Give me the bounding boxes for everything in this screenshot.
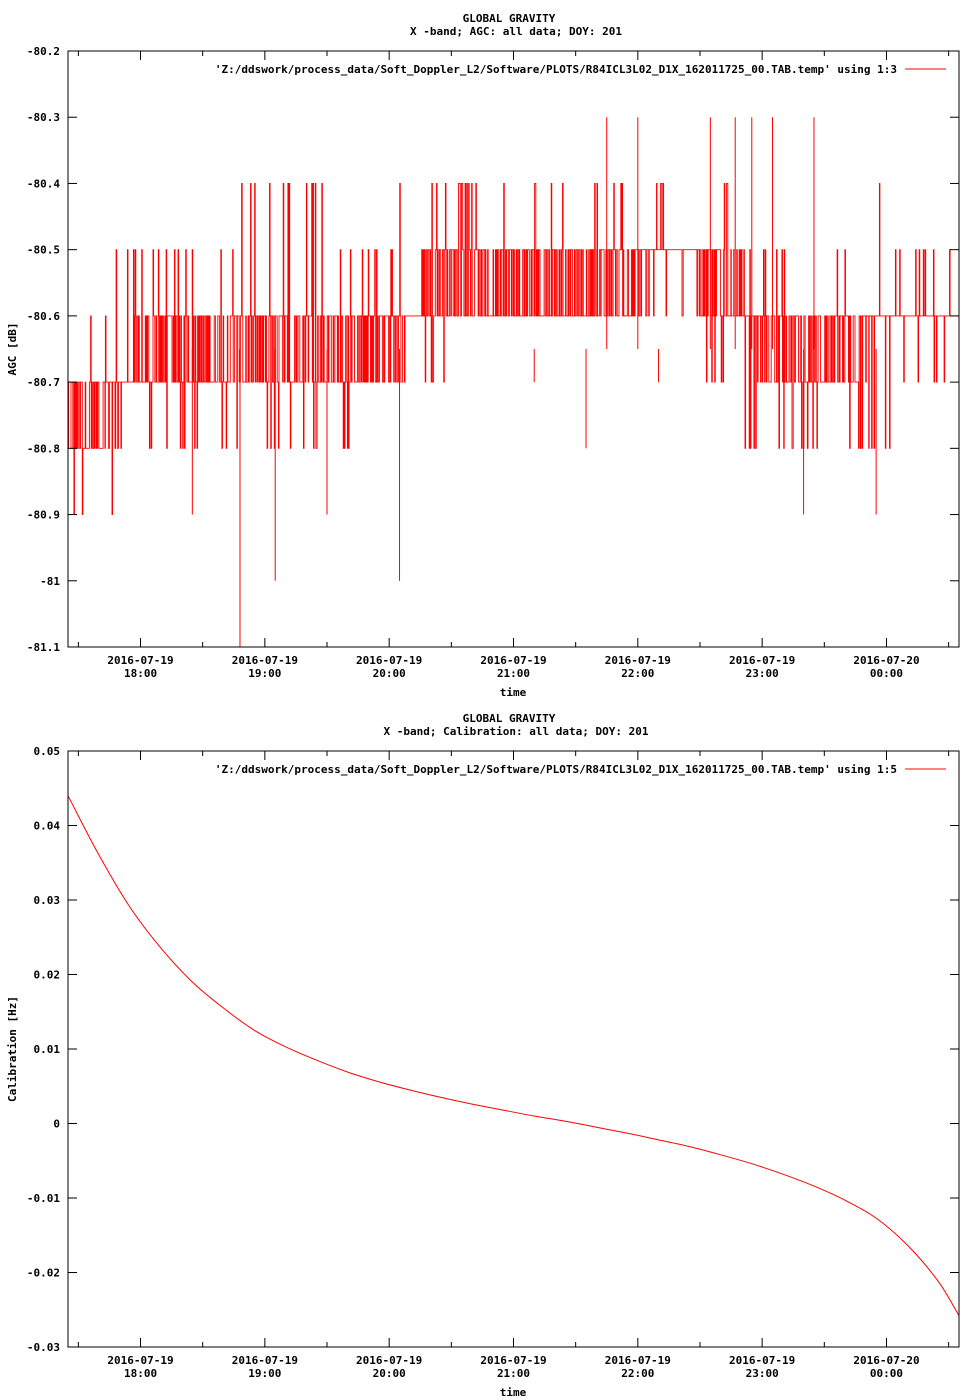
x-axis-label: time bbox=[500, 686, 527, 699]
x-tick-time: 22:00 bbox=[621, 667, 654, 680]
x-tick-time: 23:00 bbox=[746, 667, 779, 680]
x-tick-date: 2016-07-19 bbox=[605, 1354, 671, 1367]
x-tick-time: 22:00 bbox=[621, 1367, 654, 1380]
y-tick-label: -80.2 bbox=[27, 45, 60, 58]
series-line bbox=[67, 795, 960, 1316]
y-tick-label: -80.7 bbox=[27, 376, 60, 389]
y-tick-label: -81 bbox=[40, 575, 60, 588]
x-tick-date: 2016-07-20 bbox=[853, 1354, 919, 1367]
x-tick-time: 18:00 bbox=[124, 1367, 157, 1380]
y-tick-label: -80.9 bbox=[27, 509, 60, 522]
legend: 'Z:/ddswork/process_data/Soft_Doppler_L2… bbox=[215, 63, 946, 76]
y-tick-label: -80.6 bbox=[27, 310, 60, 323]
x-tick-date: 2016-07-19 bbox=[729, 1354, 795, 1367]
series-trace bbox=[67, 795, 960, 1316]
x-tick-time: 21:00 bbox=[497, 1367, 530, 1380]
plot-frame bbox=[67, 750, 960, 1348]
chart-subtitle: X -band; AGC: all data; DOY: 201 bbox=[410, 25, 622, 38]
legend-label: 'Z:/ddswork/process_data/Soft_Doppler_L2… bbox=[215, 63, 897, 76]
y-tick-label: 0.05 bbox=[34, 745, 61, 758]
x-tick-time: 23:00 bbox=[746, 1367, 779, 1380]
chart-subtitle: X -band; Calibration: all data; DOY: 201 bbox=[384, 725, 649, 738]
y-tick-label: 0.01 bbox=[34, 1043, 61, 1056]
x-tick-time: 20:00 bbox=[373, 667, 406, 680]
series-trace bbox=[67, 182, 959, 516]
y-tick-label: -81.1 bbox=[27, 641, 60, 654]
x-tick-date: 2016-07-19 bbox=[232, 654, 298, 667]
x-tick-date: 2016-07-19 bbox=[232, 1354, 298, 1367]
legend-label: 'Z:/ddswork/process_data/Soft_Doppler_L2… bbox=[215, 763, 897, 776]
x-tick-date: 2016-07-19 bbox=[605, 654, 671, 667]
x-axis-label: time bbox=[500, 1386, 527, 1399]
x-tick-time: 20:00 bbox=[373, 1367, 406, 1380]
x-tick-time: 19:00 bbox=[248, 667, 281, 680]
x-tick-time: 18:00 bbox=[124, 667, 157, 680]
y-tick-label: 0 bbox=[53, 1118, 60, 1131]
chart-title: GLOBAL GRAVITY bbox=[463, 12, 556, 25]
x-tick-time: 19:00 bbox=[248, 1367, 281, 1380]
y-tick-label: -80.8 bbox=[27, 442, 60, 455]
y-tick-label: 0.02 bbox=[34, 969, 61, 982]
y-tick-label: 0.03 bbox=[34, 894, 61, 907]
x-tick-time: 21:00 bbox=[497, 667, 530, 680]
y-tick-label: -0.03 bbox=[27, 1341, 60, 1354]
y-tick-label: -80.4 bbox=[27, 177, 60, 190]
x-tick-date: 2016-07-20 bbox=[853, 654, 919, 667]
y-axis-label: Calibration [Hz] bbox=[6, 996, 19, 1102]
y-tick-label: -80.5 bbox=[27, 244, 60, 257]
x-tick-date: 2016-07-19 bbox=[480, 1354, 546, 1367]
y-axis-label: AGC [dB] bbox=[6, 323, 19, 376]
x-tick-date: 2016-07-19 bbox=[480, 654, 546, 667]
x-tick-time: 00:00 bbox=[870, 1367, 903, 1380]
chart-title: GLOBAL GRAVITY bbox=[463, 712, 556, 725]
x-tick-date: 2016-07-19 bbox=[729, 654, 795, 667]
x-tick-date: 2016-07-19 bbox=[356, 654, 422, 667]
y-tick-label: -0.01 bbox=[27, 1192, 60, 1205]
legend: 'Z:/ddswork/process_data/Soft_Doppler_L2… bbox=[215, 763, 946, 776]
series-line bbox=[67, 117, 959, 647]
y-tick-label: -0.02 bbox=[27, 1267, 60, 1280]
y-tick-label: 0.04 bbox=[34, 820, 61, 833]
x-tick-time: 00:00 bbox=[870, 667, 903, 680]
x-tick-date: 2016-07-19 bbox=[356, 1354, 422, 1367]
x-tick-date: 2016-07-19 bbox=[107, 654, 173, 667]
y-tick-label: -80.3 bbox=[27, 111, 60, 124]
x-tick-date: 2016-07-19 bbox=[107, 1354, 173, 1367]
